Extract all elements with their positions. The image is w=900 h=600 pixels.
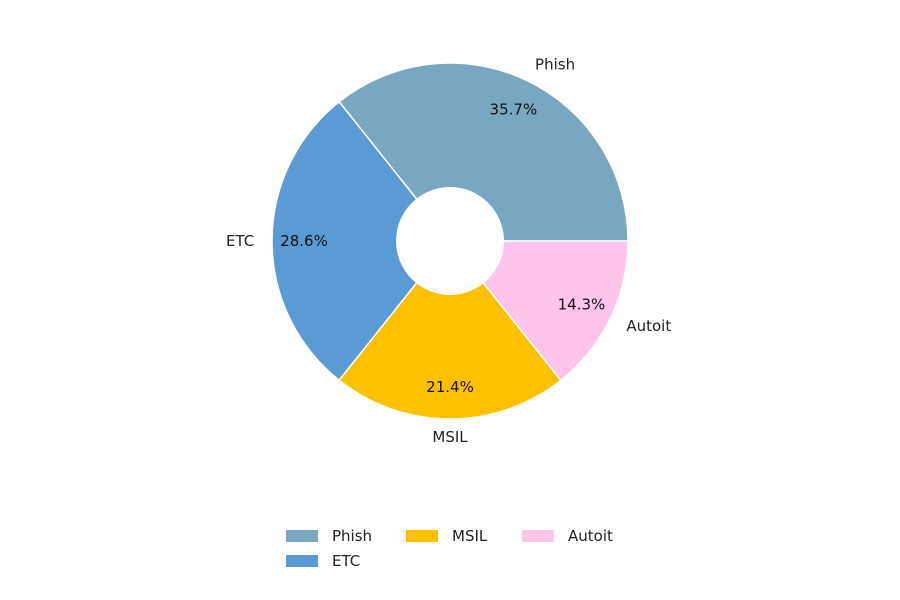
slice-msil — [338, 239, 562, 420]
percent-label-etc: 28.6% — [280, 232, 328, 250]
slice-phish — [338, 62, 629, 242]
legend-entry-phish: Phish — [286, 527, 372, 545]
slice-autoit — [448, 240, 629, 382]
pie-slices — [271, 62, 629, 420]
legend-entry-etc: ETC — [286, 552, 360, 570]
legend-label-autoit: Autoit — [568, 527, 613, 545]
percent-label-phish: 35.7% — [490, 101, 538, 119]
percent-label-msil: 21.4% — [426, 378, 474, 396]
legend-swatch-autoit — [522, 530, 554, 542]
percent-label-autoit: 14.3% — [558, 295, 606, 313]
legend-swatch-phish — [286, 530, 318, 542]
slice-name-etc: ETC — [226, 232, 254, 250]
slice-name-msil: MSIL — [432, 428, 468, 446]
legend-swatch-etc — [286, 555, 318, 567]
slice-etc — [271, 100, 451, 382]
legend-entry-autoit: Autoit — [522, 527, 613, 545]
legend-entry-msil: MSIL — [406, 527, 488, 545]
slice-name-phish: Phish — [535, 56, 575, 74]
legend-swatch-msil — [406, 530, 438, 542]
legend-label-phish: Phish — [332, 527, 372, 545]
legend-label-msil: MSIL — [452, 527, 488, 545]
legend-label-etc: ETC — [332, 552, 360, 570]
slice-name-autoit: Autoit — [626, 317, 671, 335]
slice-labels: 35.7% Phish 28.6% ETC 21.4% MSIL 14.3% Autoit — [226, 56, 671, 446]
legend: Phish MSIL Autoit ETC — [286, 527, 613, 570]
donut-hole — [396, 187, 504, 295]
